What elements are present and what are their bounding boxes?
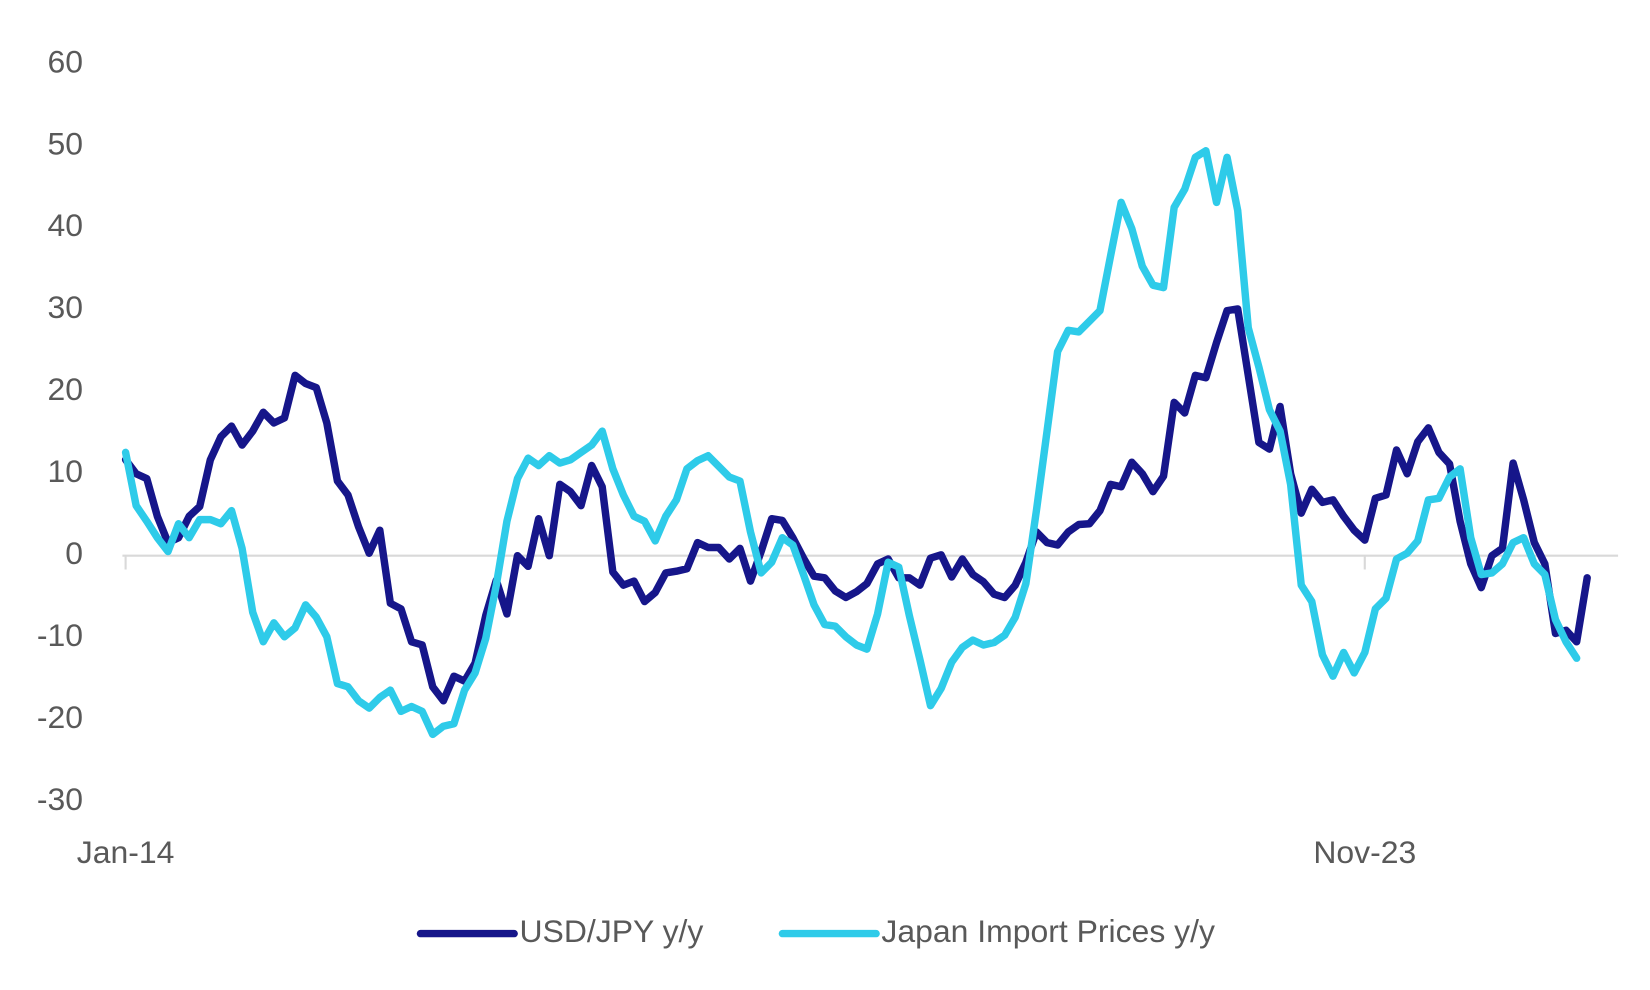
y-tick-label: 40: [48, 207, 84, 243]
series-line: [121, 305, 1591, 705]
x-tick-label: Nov-23: [1313, 834, 1416, 870]
y-tick-label: -20: [37, 699, 83, 735]
series-line: [121, 147, 1581, 739]
y-tick-label: 30: [48, 289, 84, 325]
legend-label: Japan Import Prices y/y: [881, 913, 1215, 949]
y-tick-label: 20: [48, 371, 84, 407]
y-tick-label: 0: [65, 535, 83, 571]
legend-label: USD/JPY y/y: [519, 913, 703, 949]
y-tick-label: 10: [48, 453, 84, 489]
y-tick-label: -10: [37, 617, 83, 653]
y-tick-label: 60: [48, 43, 84, 79]
y-tick-label: 50: [48, 125, 84, 161]
x-tick-label: Jan-14: [77, 834, 175, 870]
y-tick-label: -30: [37, 781, 83, 817]
